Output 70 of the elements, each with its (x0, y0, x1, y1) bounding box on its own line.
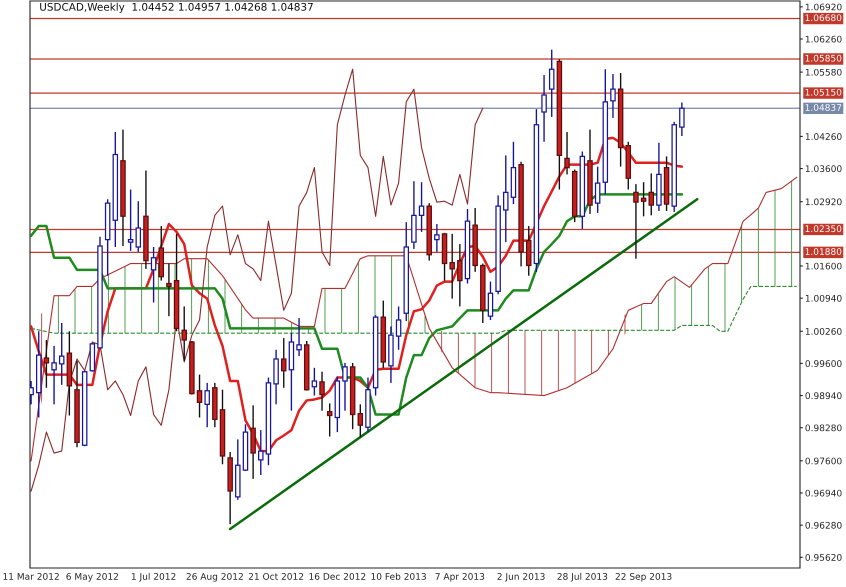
ref-line-label: 1.05150 (806, 88, 842, 96)
candlestick (418, 182, 424, 233)
y-tick-label: 1.00260 (806, 328, 842, 335)
line-series (30, 68, 484, 492)
candlestick (342, 362, 348, 412)
candlestick (312, 367, 318, 396)
x-tick-label: 11 Mar 2012 (3, 573, 59, 580)
candlestick (204, 382, 210, 428)
candlestick (166, 262, 172, 317)
y-tick-label: 1.02920 (806, 198, 842, 206)
ref-line-label: 1.06680 (806, 14, 842, 22)
candlestick (434, 223, 440, 253)
candlestick (51, 345, 57, 406)
y-tick-label: 1.05580 (806, 68, 842, 76)
x-tick-label: 22 Sep 2013 (616, 573, 672, 582)
y-tick-label: 0.95620 (805, 554, 842, 561)
candlestick (280, 337, 287, 388)
candlestick (679, 102, 685, 137)
x-tick-label: 1 Jul 2012 (132, 572, 176, 582)
y-tick-label: 1.06260 (806, 36, 842, 43)
candlestick (488, 280, 494, 321)
x-tick-label: 10 Feb 2013 (371, 572, 426, 580)
candlestick (648, 172, 654, 216)
y-tick-label: 1.06920 (806, 4, 842, 10)
x-tick-label: 7 Apr 2013 (436, 573, 484, 582)
ref-line-label: 1.01880 (806, 248, 842, 255)
candlestick (457, 243, 463, 308)
candlestick (319, 371, 325, 412)
candlestick (564, 131, 570, 176)
y-tick-label: 0.96280 (805, 522, 842, 529)
y-tick-label: 0.96940 (805, 490, 842, 497)
candlestick (358, 404, 364, 438)
y-tick-label: 0.98280 (805, 424, 842, 432)
candlestick (503, 154, 509, 243)
line-series (30, 176, 798, 462)
ref-line-label: 1.02350 (806, 225, 842, 232)
candlestick (58, 322, 64, 386)
candlestick (594, 166, 600, 214)
x-tick-label: 26 Aug 2012 (186, 573, 243, 582)
x-tick-label: 6 May 2012 (66, 573, 118, 582)
ref-line-label: 1.05850 (806, 54, 842, 62)
y-tick-label: 1.01600 (806, 262, 842, 270)
candlestick (633, 183, 639, 260)
y-tick-label: 1.04260 (806, 133, 842, 140)
y-tick-label: 1.03600 (806, 165, 842, 172)
ref-line-label: 1.04837 (806, 104, 842, 111)
candlestick (128, 188, 134, 252)
candlestick (196, 374, 202, 418)
candlestick (396, 306, 402, 350)
candlestick (136, 200, 142, 253)
x-tick-label: 16 Dec 2012 (310, 573, 366, 580)
candlestick (541, 74, 547, 142)
candlestick (640, 182, 646, 217)
candlestick (150, 246, 156, 304)
y-tick-label: 0.97600 (805, 458, 842, 464)
candlestick (258, 429, 264, 476)
candlestick (44, 339, 50, 388)
candlestick (610, 73, 616, 119)
y-tick-label: 1.00940 (806, 294, 842, 302)
candlestick (326, 402, 332, 438)
chart-title: USDCAD,Weekly 1.04452 1.04957 1.04268 1.04837 (40, 2, 313, 13)
y-tick-label: 0.99600 (805, 360, 842, 367)
y-tick-label: 0.98940 (805, 392, 842, 400)
candlestick (548, 49, 554, 118)
candlestick (449, 233, 455, 300)
x-tick-label: 21 Oct 2012 (248, 573, 304, 580)
x-tick-label: 2 Jun 2013 (497, 573, 545, 582)
x-tick-label: 28 Jul 2013 (557, 572, 608, 582)
candlestick (181, 306, 187, 362)
candlestick (296, 317, 302, 357)
